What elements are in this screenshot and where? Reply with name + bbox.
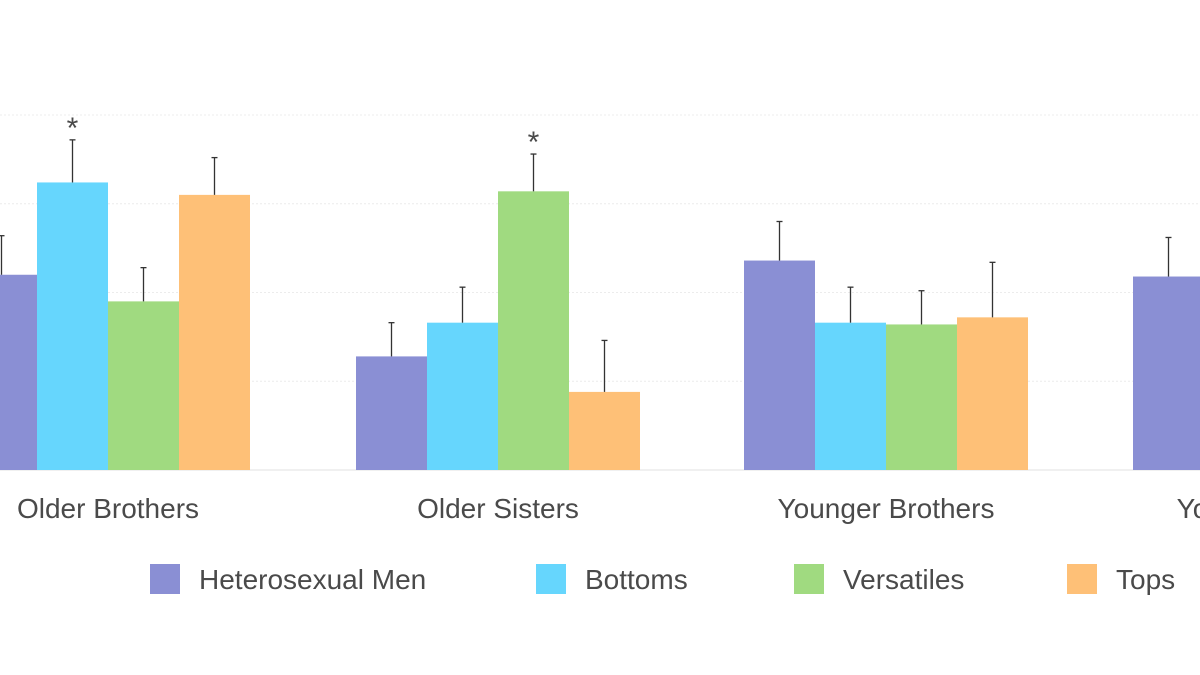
- legend-swatch: [536, 564, 566, 594]
- bar: [886, 324, 957, 470]
- category-label: Younger Sisters: [1177, 493, 1200, 524]
- bar: [108, 301, 179, 470]
- bar: [356, 356, 427, 470]
- category-label: Older Sisters: [417, 493, 579, 524]
- legend-swatch: [150, 564, 180, 594]
- legend: Heterosexual Men Bottoms Versatiles Tops: [150, 564, 1175, 595]
- bar: [37, 182, 108, 470]
- bar: [427, 322, 498, 470]
- bar: [1133, 276, 1200, 470]
- bar: [569, 391, 640, 470]
- legend-swatch: [1067, 564, 1097, 594]
- bar: [744, 260, 815, 470]
- bar: [498, 191, 569, 470]
- legend-swatch: [794, 564, 824, 594]
- significance-marker: *: [528, 126, 540, 159]
- bar: [0, 274, 37, 470]
- bars: [0, 182, 1200, 470]
- legend-label: Tops: [1116, 564, 1175, 595]
- significance-marker: *: [67, 112, 79, 145]
- error-bars: * *: [0, 112, 1172, 392]
- legend-label: Versatiles: [843, 564, 964, 595]
- category-labels: Older Brothers Older Sisters Younger Broth…: [17, 493, 1200, 524]
- legend-label: Bottoms: [585, 564, 688, 595]
- legend-label: Heterosexual Men: [199, 564, 426, 595]
- bar: [179, 194, 250, 470]
- bar: [957, 317, 1028, 470]
- bar: [815, 322, 886, 470]
- category-label: Older Brothers: [17, 493, 199, 524]
- category-label: Younger Brothers: [778, 493, 995, 524]
